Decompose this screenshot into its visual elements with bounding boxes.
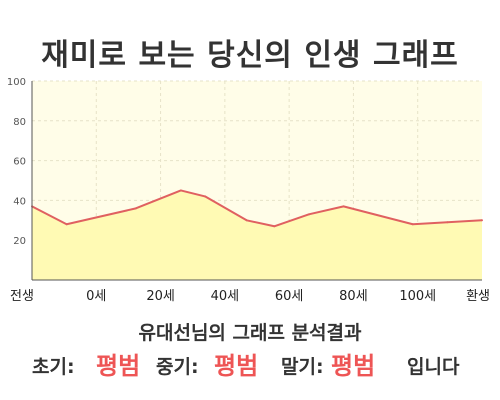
data-point <box>134 207 137 210</box>
data-point <box>179 189 182 192</box>
y-tick-label: 100 <box>7 77 26 88</box>
early-label: 초기: <box>32 356 75 378</box>
mid-value: 평범 <box>214 352 259 380</box>
data-point <box>65 223 68 226</box>
y-tick-label: 40 <box>13 196 26 207</box>
data-point <box>245 219 248 222</box>
data-point <box>411 223 414 226</box>
x-tick-label: 20세 <box>146 289 175 304</box>
y-tick-label: 80 <box>13 117 26 128</box>
mid-label: 중기: <box>156 356 199 378</box>
x-tick-label: 전생 <box>10 289 34 304</box>
x-tick-label: 0세 <box>86 289 106 304</box>
y-tick-label: 20 <box>13 236 26 247</box>
data-point <box>446 221 449 224</box>
x-tick-label: 60세 <box>275 289 304 304</box>
series-line <box>31 189 483 228</box>
data-point <box>481 219 483 222</box>
late-value: 평범 <box>331 352 376 380</box>
area-fill <box>32 190 482 280</box>
x-tick-label: 40세 <box>211 289 240 304</box>
y-tick-label: 60 <box>13 157 26 168</box>
late-label: 말기: <box>281 356 324 378</box>
x-tick-label: 100세 <box>399 289 436 304</box>
data-point <box>307 213 310 216</box>
data-point <box>273 225 276 228</box>
x-tick-label: 환생 <box>466 289 490 304</box>
result-heading: 유대선님의 그래프 분석결과 <box>138 322 362 344</box>
chart-title: 재미로 보는 당신의 인생 그래프 <box>41 38 459 73</box>
life-graph-chart: 20 40 60 80 100 전생 0세 20세 40세 60세 80세 100세 환생 <box>7 77 490 304</box>
data-point <box>342 205 345 208</box>
x-tick-label: 80세 <box>339 289 368 304</box>
result-suffix: 입니다 <box>407 356 460 378</box>
early-value: 평범 <box>96 352 141 380</box>
data-point <box>204 195 207 198</box>
